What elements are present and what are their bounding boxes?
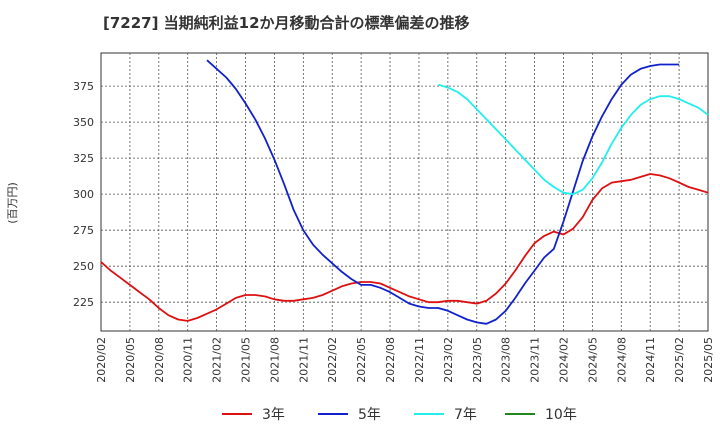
legend-item-4: 10年 bbox=[505, 407, 577, 423]
x-tick-label: 2023/02 bbox=[442, 337, 455, 383]
y-tick-label: 325 bbox=[73, 152, 94, 165]
x-tick-label: 2020/05 bbox=[124, 337, 137, 383]
x-tick-label: 2020/02 bbox=[95, 337, 108, 383]
x-tick-label: 2021/05 bbox=[240, 337, 253, 383]
legend-item-1: 3年 bbox=[222, 407, 285, 423]
x-tick-label: 2021/11 bbox=[297, 337, 310, 383]
x-tick-label: 2020/11 bbox=[182, 337, 195, 383]
x-tick-label: 2025/05 bbox=[702, 337, 715, 383]
y-tick-labels: 225 250 275 300 325 350 375 bbox=[73, 80, 94, 309]
x-tick-label: 2020/08 bbox=[153, 337, 166, 383]
x-tick-label: 2025/02 bbox=[673, 337, 686, 383]
series-line-3 bbox=[437, 83, 709, 196]
y-gridlines bbox=[101, 85, 708, 303]
y-tick-label: 375 bbox=[73, 80, 94, 93]
x-tick-label: 2024/02 bbox=[557, 337, 570, 383]
x-tick-label: 2024/05 bbox=[586, 337, 599, 383]
x-tick-label: 2021/02 bbox=[211, 337, 224, 383]
series-layer bbox=[100, 59, 709, 325]
x-tick-label: 2022/08 bbox=[384, 337, 397, 383]
legend-label: 7年 bbox=[454, 407, 477, 423]
x-tick-label: 2023/11 bbox=[529, 337, 542, 383]
y-tick-label: 225 bbox=[73, 296, 94, 309]
series-line-1 bbox=[100, 173, 709, 322]
chart-title: [7227] 当期純利益12か月移動合計の標準偏差の推移 bbox=[103, 14, 470, 32]
y-tick-label: 250 bbox=[73, 260, 94, 273]
series-line-2 bbox=[206, 59, 680, 325]
x-tick-labels: 2020/02 2020/05 2020/08 2020/11 2021/02 2021/… bbox=[95, 337, 715, 383]
y-axis-label: (百万円) bbox=[6, 182, 19, 224]
x-tick-label: 2022/11 bbox=[413, 337, 426, 383]
legend-label: 3年 bbox=[262, 407, 285, 423]
legend-item-2: 5年 bbox=[318, 407, 381, 423]
x-tick-label: 2023/05 bbox=[471, 337, 484, 383]
legend-item-3: 7年 bbox=[414, 407, 477, 423]
legend-label: 10年 bbox=[545, 407, 577, 423]
x-tick-label: 2024/08 bbox=[615, 337, 628, 383]
y-tick-label: 350 bbox=[73, 116, 94, 129]
y-tick-label: 300 bbox=[73, 188, 94, 201]
x-tick-label: 2022/02 bbox=[326, 337, 339, 383]
legend-label: 5年 bbox=[358, 407, 381, 423]
x-tick-label: 2022/05 bbox=[355, 337, 368, 383]
plot-area bbox=[100, 52, 709, 332]
legend: 3年 5年 7年 10年 bbox=[222, 407, 577, 423]
x-tick-label: 2024/11 bbox=[644, 337, 657, 383]
y-tick-label: 275 bbox=[73, 224, 94, 237]
x-tick-label: 2021/08 bbox=[268, 337, 281, 383]
x-tick-label: 2023/08 bbox=[500, 337, 513, 383]
